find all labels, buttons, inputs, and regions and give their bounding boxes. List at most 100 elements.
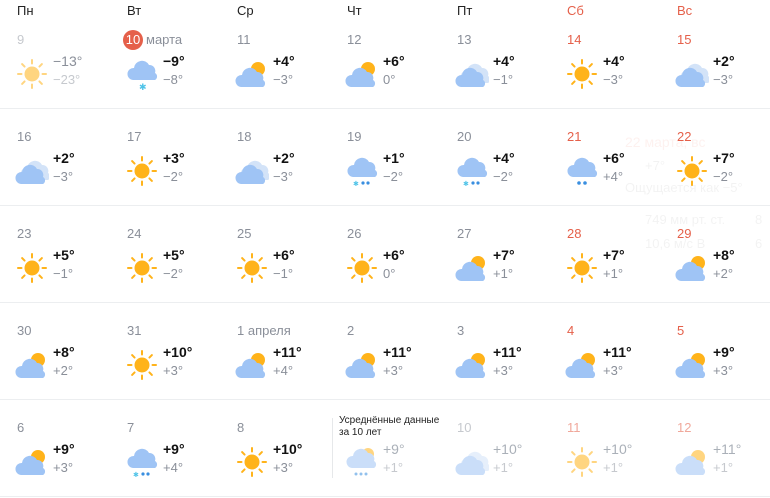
day-cell[interactable]: Усреднённые данные за 10 лет +9° +1° xyxy=(330,399,440,496)
partly-cloudy-icon xyxy=(675,450,706,475)
weekday-6: Вс xyxy=(677,3,693,18)
partly-cloudy-icon xyxy=(345,353,376,378)
date-label: 5 xyxy=(677,323,685,338)
temp-low: −2° xyxy=(163,266,184,281)
day-cell[interactable]: 26 +6° 0° xyxy=(330,205,440,302)
day-cell[interactable]: 20 ✱ +4° −2° xyxy=(440,108,550,205)
partly-cloudy-icon xyxy=(345,62,376,87)
day-cell[interactable]: 13 +4° −1° xyxy=(440,11,550,108)
temp-low: −2° xyxy=(383,169,404,184)
date-label: 10 марта xyxy=(123,30,182,50)
day-cell[interactable]: 18 +2° −3° xyxy=(220,108,330,205)
partly-cloudy-icon xyxy=(565,353,596,378)
tooltip-feels: Ощущается как −5° xyxy=(625,180,743,195)
date-label: 2 xyxy=(347,323,355,338)
day-cell[interactable]: 3 +11° +3° xyxy=(440,302,550,399)
date-label: 31 xyxy=(127,323,142,338)
partly-cloudy-icon xyxy=(455,256,486,281)
week-row: 30 +8° +2° 31 +10° +3° 1 апреля +11° +4° 2 +11° +3°… xyxy=(0,302,770,400)
temp-low: +1° xyxy=(383,460,404,475)
day-cell[interactable]: 11 +4° −3° xyxy=(220,11,330,108)
date-label: 19 xyxy=(347,129,362,144)
temp-high: +7° xyxy=(493,247,515,263)
day-cell[interactable]: 11 +10° +1° xyxy=(550,399,660,496)
temp-high: +9° xyxy=(53,441,75,457)
day-cell[interactable]: 30 +8° +2° xyxy=(0,302,110,399)
temp-low: +1° xyxy=(493,460,514,475)
day-cell[interactable]: 31 +10° +3° xyxy=(110,302,220,399)
weekday-header: Пн Вт Ср Чт Пт Сб Вс xyxy=(0,0,770,22)
weekday-3: Чт xyxy=(347,3,362,18)
date-label: 1 апреля xyxy=(237,323,291,338)
day-cell[interactable]: 17 +3° −2° xyxy=(110,108,220,205)
date-label: 23 xyxy=(17,226,32,241)
day-cell[interactable]: 2 +11° +3° xyxy=(330,302,440,399)
sun-icon xyxy=(567,447,597,477)
temp-low: +3° xyxy=(163,363,184,378)
temp-low: +3° xyxy=(383,363,404,378)
date-label: 17 xyxy=(127,129,142,144)
day-cell[interactable]: 22 +7° −2° xyxy=(660,108,770,205)
day-cell[interactable]: 4 +11° +3° xyxy=(550,302,660,399)
sun-icon xyxy=(127,156,157,186)
day-tooltip-faded: 22 марта, вс +7° Ощущается как −5° 749 м… xyxy=(610,122,770,257)
sun-icon xyxy=(347,253,377,283)
week-row: 16 +2° −3° 17 +3° −2° 18 +2° −3° 19 ✱ +1° −2° 20 ✱ +4° −… xyxy=(0,108,770,206)
day-cell[interactable]: 5 +9° +3° xyxy=(660,302,770,399)
day-cell[interactable]: 24 +5° −2° xyxy=(110,205,220,302)
day-cell[interactable]: 16 +2° −3° xyxy=(0,108,110,205)
day-cell[interactable]: 9 −13° −23° xyxy=(0,11,110,108)
day-cell[interactable]: 10 +10° +1° xyxy=(440,399,550,496)
temp-low: +4° xyxy=(163,460,184,475)
today-badge: 10 xyxy=(123,30,143,50)
temp-high: +1° xyxy=(383,150,405,166)
temp-low: −2° xyxy=(493,169,514,184)
day-cell[interactable]: 21 +6° +4° xyxy=(550,108,660,205)
day-cell[interactable]: 7 ✱ +9° +4° xyxy=(110,399,220,496)
temp-low: +3° xyxy=(603,363,624,378)
temp-high: −9° xyxy=(163,53,185,69)
day-cell[interactable]: 19 ✱ +1° −2° xyxy=(330,108,440,205)
sleet-icon: ✱ xyxy=(457,157,488,187)
date-label: 8 xyxy=(237,420,245,435)
average-note: Усреднённые данные за 10 лет xyxy=(339,415,440,438)
temp-high: +4° xyxy=(273,53,295,69)
day-cell[interactable]: 28 +7° +1° xyxy=(550,205,660,302)
partly-cloudy-icon xyxy=(675,353,706,378)
date-label: 14 xyxy=(567,32,582,47)
day-cell[interactable]: 27 +7° +1° xyxy=(440,205,550,302)
day-cell[interactable]: 23 +5° −1° xyxy=(0,205,110,302)
tooltip-extra: 6 xyxy=(755,236,763,251)
svg-text:✱: ✱ xyxy=(463,180,469,187)
temp-high: +7° xyxy=(713,150,735,166)
temp-low: +2° xyxy=(53,363,74,378)
day-cell[interactable]: 29 +8° +2° xyxy=(660,205,770,302)
day-cell[interactable]: 6 +9° +3° xyxy=(0,399,110,496)
temp-high: +6° xyxy=(383,53,405,69)
day-cell[interactable]: 15 +2° −3° xyxy=(660,11,770,108)
sun-icon xyxy=(127,350,157,380)
day-cell[interactable]: 14 +4° −3° xyxy=(550,11,660,108)
day-cell[interactable]: 10 марта ✱ −9° −8° xyxy=(110,11,220,108)
temp-low: −1° xyxy=(493,72,514,87)
temp-high: +6° xyxy=(273,247,295,263)
temp-high: +9° xyxy=(163,441,185,457)
weekday-4: Пт xyxy=(457,3,473,18)
date-label: 22 xyxy=(677,129,692,144)
temp-high: +7° xyxy=(603,247,625,263)
temp-high: +11° xyxy=(493,344,522,360)
day-cell[interactable]: 12 +11° +1° xyxy=(660,399,770,496)
date-label: 11 xyxy=(567,420,581,435)
temp-low: −3° xyxy=(713,72,734,87)
temp-low: 0° xyxy=(383,266,396,281)
date-label: 20 xyxy=(457,129,472,144)
day-cell[interactable]: 1 апреля +11° +4° xyxy=(220,302,330,399)
day-cell[interactable]: 8 +10° +3° xyxy=(220,399,330,496)
partly-cloudy-icon xyxy=(235,353,266,378)
temp-high: +10° xyxy=(273,441,303,457)
temp-low: +3° xyxy=(713,363,734,378)
date-label: 18 xyxy=(237,129,252,144)
day-cell[interactable]: 25 +6° −1° xyxy=(220,205,330,302)
week-row: 9 −13° −23° 10 марта ✱ −9° −8° 11 +4° −3° 12 +6° 0° 13… xyxy=(0,11,770,109)
day-cell[interactable]: 12 +6° 0° xyxy=(330,11,440,108)
